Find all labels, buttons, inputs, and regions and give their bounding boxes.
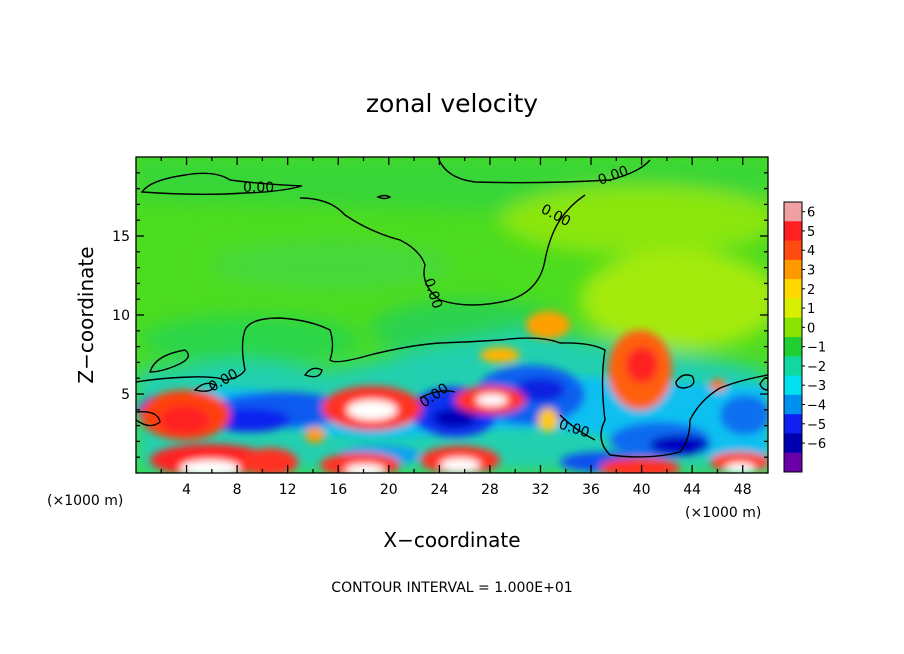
x-tick-label: 4 [182, 482, 191, 498]
colorbar-swatch [784, 317, 802, 338]
colorbar-label: 0 [807, 321, 815, 336]
colorbar-swatch [784, 375, 802, 396]
colorbar-label: 3 [807, 264, 815, 279]
x-tick-label: 48 [734, 482, 752, 498]
colorbar-label: 1 [807, 302, 815, 317]
colorbar-label: 4 [807, 244, 815, 259]
colorbar-swatch [784, 202, 802, 222]
colorbar-label: −5 [807, 418, 826, 433]
colorbar-label: 2 [807, 283, 815, 298]
colorbar-swatch [784, 414, 802, 434]
colorbar-label: −6 [807, 437, 826, 452]
colorbar-label: 6 [807, 206, 815, 221]
y-tick-label: 10 [112, 308, 130, 324]
x-tick-label: 20 [380, 482, 398, 498]
contour-label: 0.00 [243, 180, 274, 196]
colorbar-label: 5 [807, 225, 815, 240]
x-axis-label: X−coordinate [383, 528, 520, 552]
colorbar-swatch [784, 221, 802, 242]
colorbar-label: −4 [807, 399, 826, 414]
contour-interval-note: CONTOUR INTERVAL = 1.000E+01 [331, 580, 572, 596]
z-unit-label: (×1000 m) [685, 505, 761, 521]
x-tick-label: 44 [683, 482, 701, 498]
chart-title: zonal velocity [366, 89, 538, 118]
y-tick-label: 5 [121, 387, 130, 403]
colorbar-swatch [784, 279, 802, 299]
zero-contours [136, 157, 768, 458]
x-tick-label: 16 [329, 482, 347, 498]
colorbar-swatch [784, 259, 802, 280]
colorbar-label: −3 [807, 379, 826, 394]
x-tick-label: 24 [430, 482, 448, 498]
x-tick-label: 12 [279, 482, 297, 498]
axis-ticks [136, 157, 768, 473]
x-unit-label: (×1000 m) [47, 493, 123, 509]
colorbar-swatch [784, 394, 802, 415]
x-tick-label: 40 [633, 482, 651, 498]
x-tick-label: 28 [481, 482, 499, 498]
heatmap-field [136, 157, 768, 473]
x-tick-label: 36 [582, 482, 600, 498]
colorbar-label: −1 [807, 341, 826, 356]
y-axis-label: Z−coordinate [74, 246, 98, 383]
colorbar-swatch [784, 433, 802, 454]
colorbar: 6 5 4 3 2 1 0 −1 −2 −3 −4 −5 −6 [783, 201, 826, 473]
y-tick-label: 15 [112, 229, 130, 245]
colorbar-frame [783, 201, 803, 473]
colorbar-swatch [784, 452, 802, 473]
colorbar-swatch [784, 240, 802, 261]
x-tick-label: 8 [233, 482, 242, 498]
colorbar-swatch [784, 337, 802, 357]
x-tick-label: 32 [532, 482, 550, 498]
colorbar-label: −2 [807, 360, 826, 375]
colorbar-swatch [784, 298, 802, 319]
colorbar-swatch [784, 356, 802, 377]
